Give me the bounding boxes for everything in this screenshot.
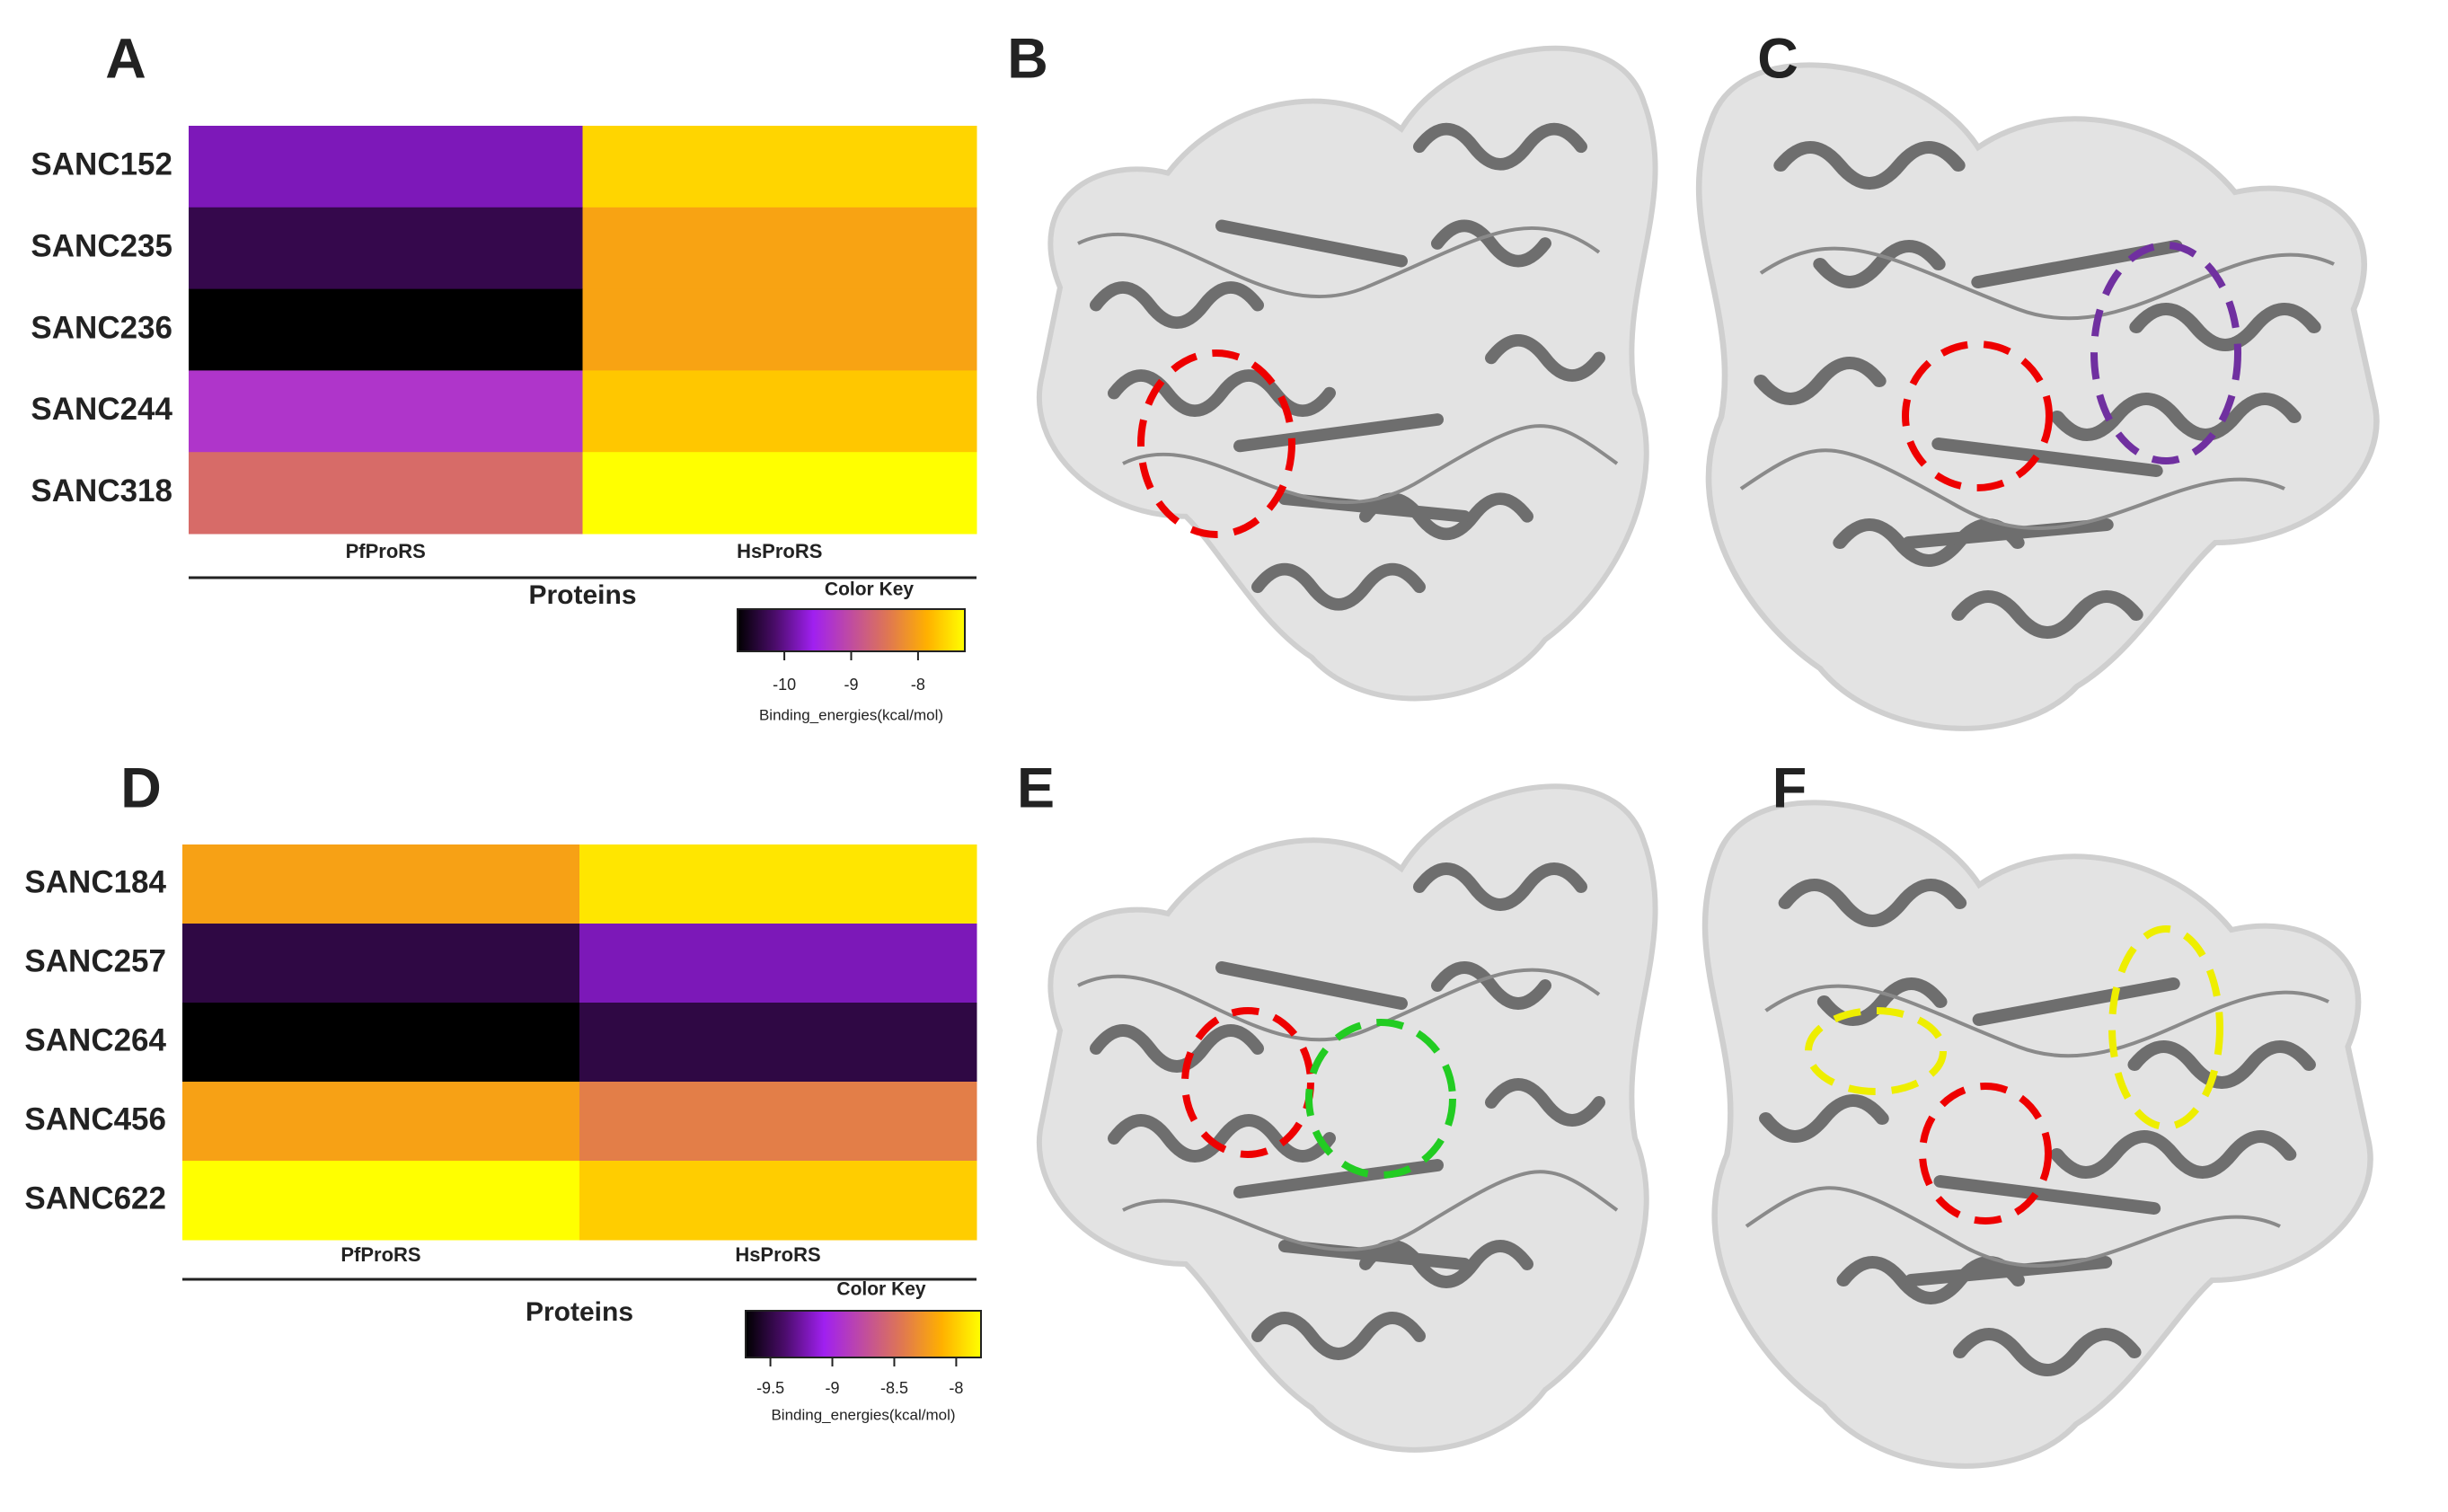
x-tick-label: PfProRS [346, 540, 426, 562]
colorbar-tick-label: -9 [826, 1379, 840, 1397]
x-tick-label: HsProRS [735, 1243, 820, 1266]
y-tick-label: SANC257 [24, 943, 166, 978]
x-tick-label: PfProRS [340, 1243, 420, 1266]
heatmap-cell [182, 1161, 580, 1241]
heatmap-cell [579, 924, 977, 1004]
colorbar [737, 608, 966, 652]
heatmap-cell [582, 452, 977, 535]
heatmap-cell [182, 924, 580, 1004]
colorbar-tick-label: -8 [911, 676, 925, 694]
y-tick-label: SANC184 [24, 864, 166, 899]
x-axis-label: Proteins [526, 1297, 633, 1327]
heatmap-cell [189, 288, 583, 371]
y-tick-label: SANC236 [31, 310, 172, 345]
heatmap-cell [582, 370, 977, 453]
y-tick-label: SANC264 [24, 1022, 166, 1057]
heatmap-cell [579, 844, 977, 924]
x-axis-label: Proteins [528, 580, 636, 610]
heatmap-cell [579, 1161, 977, 1241]
y-tick-label: SANC235 [31, 228, 172, 263]
colorbar-tick-label: -8 [949, 1379, 963, 1397]
panel-label: F [1772, 757, 1807, 820]
y-tick-label: SANC244 [31, 392, 172, 427]
colorbar-label: Binding_energies(kcal/mol) [771, 1406, 955, 1423]
colorbar-label: Binding_energies(kcal/mol) [759, 706, 943, 723]
y-tick-label: SANC456 [24, 1101, 166, 1136]
heatmap-cell [189, 207, 583, 290]
colorbar-tick-label: -10 [773, 676, 796, 694]
colorbar [745, 1310, 982, 1358]
colorbar-title: Color Key [836, 1279, 926, 1300]
heatmap-cell [189, 452, 583, 535]
y-tick-label: SANC152 [31, 147, 172, 182]
structure-f [1705, 802, 2371, 1465]
colorbar-tick-label: -9 [844, 676, 858, 694]
heatmap-cell [189, 370, 583, 453]
y-tick-label: SANC622 [24, 1180, 166, 1216]
panel-label: C [1757, 28, 1798, 91]
heatmap-cell [582, 126, 977, 208]
structure-c [1699, 65, 2376, 728]
heatmap: SANC152 SANC235 SANC236 SANC244 SANC318 PfPro… [31, 126, 977, 723]
panel-label: D [120, 757, 162, 820]
panel-label: E [1017, 757, 1055, 820]
heatmap-cell [182, 1003, 580, 1083]
structure-e [1039, 786, 1656, 1449]
colorbar-tick-label: -9.5 [756, 1379, 784, 1397]
structure-b [1039, 49, 1656, 699]
heatmap-cell [182, 844, 580, 924]
heatmap-cell [582, 288, 977, 371]
heatmap-cell [579, 1082, 977, 1162]
heatmap-cell [579, 1003, 977, 1083]
heatmap-cell [189, 126, 583, 208]
heatmap-cell [582, 207, 977, 290]
panel-label: B [1007, 28, 1048, 91]
x-tick-label: HsProRS [737, 540, 822, 562]
colorbar-tick-label: -8.5 [880, 1379, 908, 1397]
heatmap-cell [182, 1082, 580, 1162]
panel-label: A [105, 28, 146, 91]
y-tick-label: SANC318 [31, 473, 172, 508]
heatmap: SANC184 SANC257 SANC264 SANC456 SANC622 PfPro… [24, 844, 982, 1423]
colorbar-title: Color Key [825, 579, 915, 600]
